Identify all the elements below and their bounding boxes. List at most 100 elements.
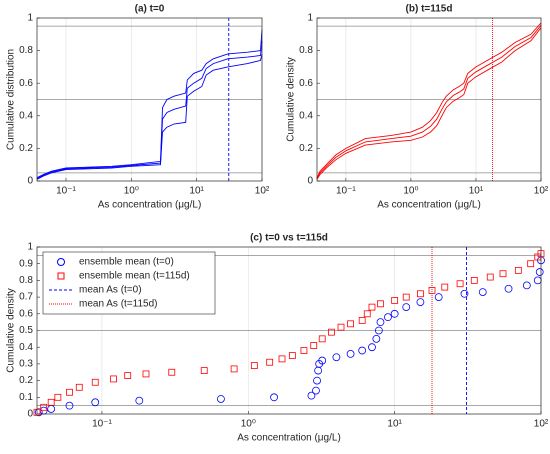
x-tick-label: 10¹ bbox=[387, 419, 402, 430]
point bbox=[390, 309, 399, 318]
y-tick-label: 0.5 bbox=[19, 325, 33, 336]
x-tick-label: 10² bbox=[534, 419, 549, 430]
y-tick-label: 0 bbox=[27, 176, 33, 187]
point bbox=[142, 370, 150, 378]
point bbox=[266, 358, 274, 366]
cdf-line bbox=[36, 40, 263, 179]
point bbox=[527, 260, 535, 268]
point bbox=[217, 395, 225, 403]
y-axis-label: Cumulative density bbox=[286, 57, 297, 141]
y-tick-label: 0.7 bbox=[19, 292, 33, 303]
y-tick-label: 0 bbox=[307, 176, 313, 187]
point bbox=[372, 334, 381, 343]
y-tick-label: 0.4 bbox=[19, 110, 33, 121]
point bbox=[168, 368, 176, 376]
y-tick-label: 0.1 bbox=[19, 392, 33, 403]
point bbox=[358, 346, 367, 355]
legend-label: ensemble mean (t=0) bbox=[79, 257, 174, 268]
y-axis-label: Cumulative density bbox=[6, 288, 17, 372]
point bbox=[328, 328, 335, 336]
point bbox=[514, 266, 522, 274]
legend-label: ensemble mean (t=115d) bbox=[79, 271, 190, 282]
point bbox=[34, 408, 43, 417]
point bbox=[337, 323, 345, 331]
panel-title: (b) t=115d bbox=[406, 4, 453, 15]
point bbox=[91, 398, 100, 407]
point bbox=[318, 335, 326, 343]
point bbox=[376, 318, 385, 327]
legend-label: mean As (t=0) bbox=[79, 285, 142, 296]
point bbox=[499, 270, 507, 278]
y-tick-label: 0.9 bbox=[19, 258, 33, 269]
x-tick-label: 10² bbox=[255, 186, 270, 197]
point bbox=[358, 317, 366, 324]
point bbox=[124, 372, 132, 379]
y-tick-label: 1 bbox=[307, 13, 313, 24]
panel-title: (c) t=0 vs t=115d bbox=[250, 233, 328, 244]
x-axis-label: As concentration (μg/L) bbox=[98, 200, 202, 211]
point bbox=[374, 326, 383, 335]
point bbox=[300, 347, 308, 354]
point bbox=[40, 403, 48, 411]
cdf-line bbox=[36, 29, 263, 179]
point bbox=[47, 398, 55, 406]
point bbox=[522, 281, 531, 290]
point bbox=[441, 283, 449, 291]
panel-title: (a) t=0 bbox=[135, 4, 165, 15]
y-tick-label: 0.8 bbox=[299, 45, 313, 56]
point bbox=[504, 284, 513, 293]
x-tick-label: 10¹ bbox=[469, 186, 484, 197]
y-tick-label: 0.3 bbox=[19, 359, 33, 370]
point bbox=[417, 290, 424, 298]
cdf-line bbox=[316, 22, 542, 178]
y-tick-label: 0.6 bbox=[299, 78, 313, 89]
legend: ensemble mean (t=0) ensemble mean (t=115d… bbox=[42, 251, 216, 315]
point bbox=[377, 300, 384, 308]
point bbox=[384, 313, 392, 322]
point bbox=[535, 268, 544, 276]
panel: 10⁻¹ 10⁰ 10¹ 10² 0 0.2 0.4 0.6 0.8 1 (b) t=115d As … bbox=[286, 4, 549, 211]
x-tick-label: 10⁻¹ bbox=[92, 419, 112, 430]
y-tick-label: 0.4 bbox=[19, 342, 33, 353]
y-tick-label: 1 bbox=[27, 13, 33, 24]
point bbox=[65, 401, 74, 410]
panel: 10⁻¹ 10⁰ 10¹ 10² 0 0.1 0.2 0.3 0.4 0.5 0.6 0.7 0.8 0.… bbox=[6, 233, 549, 444]
point bbox=[288, 352, 296, 359]
legend-symbol bbox=[57, 258, 65, 266]
point bbox=[75, 383, 83, 391]
point bbox=[250, 362, 258, 369]
point bbox=[416, 298, 425, 307]
point bbox=[135, 396, 144, 405]
point bbox=[91, 378, 99, 386]
point bbox=[278, 355, 286, 363]
y-tick-label: 0.8 bbox=[19, 275, 33, 286]
point bbox=[391, 297, 399, 304]
y-tick-label: 0.2 bbox=[19, 143, 33, 154]
point bbox=[313, 376, 321, 385]
axes-frame bbox=[316, 17, 542, 182]
x-tick-label: 10⁻¹ bbox=[336, 186, 356, 197]
y-tick-label: 0.8 bbox=[19, 45, 33, 56]
point bbox=[54, 393, 62, 401]
point bbox=[470, 276, 478, 284]
y-tick-label: 0.6 bbox=[19, 308, 33, 319]
y-tick-label: 1 bbox=[27, 242, 33, 253]
point bbox=[230, 365, 238, 373]
point bbox=[363, 310, 371, 318]
point bbox=[456, 280, 464, 288]
panel: 10⁻¹ 10⁰ 10¹ 10² 0 0.2 0.4 0.6 0.8 1 (a) t=0 As con… bbox=[6, 4, 270, 211]
point bbox=[434, 293, 443, 302]
x-axis-label: As concentration (μg/L) bbox=[237, 433, 341, 444]
point bbox=[368, 303, 376, 311]
point bbox=[402, 303, 411, 312]
point bbox=[460, 289, 469, 298]
point bbox=[478, 288, 487, 296]
x-tick-label: 10² bbox=[534, 186, 549, 197]
y-tick-label: 0.2 bbox=[19, 375, 33, 386]
y-tick-label: 0.2 bbox=[299, 143, 313, 154]
x-tick-label: 10⁰ bbox=[403, 186, 418, 197]
x-axis-label: As concentration (μg/L) bbox=[377, 200, 481, 211]
point bbox=[307, 391, 316, 400]
legend-label: mean As (t=115d) bbox=[79, 299, 157, 310]
y-tick-label: 0 bbox=[27, 409, 33, 420]
